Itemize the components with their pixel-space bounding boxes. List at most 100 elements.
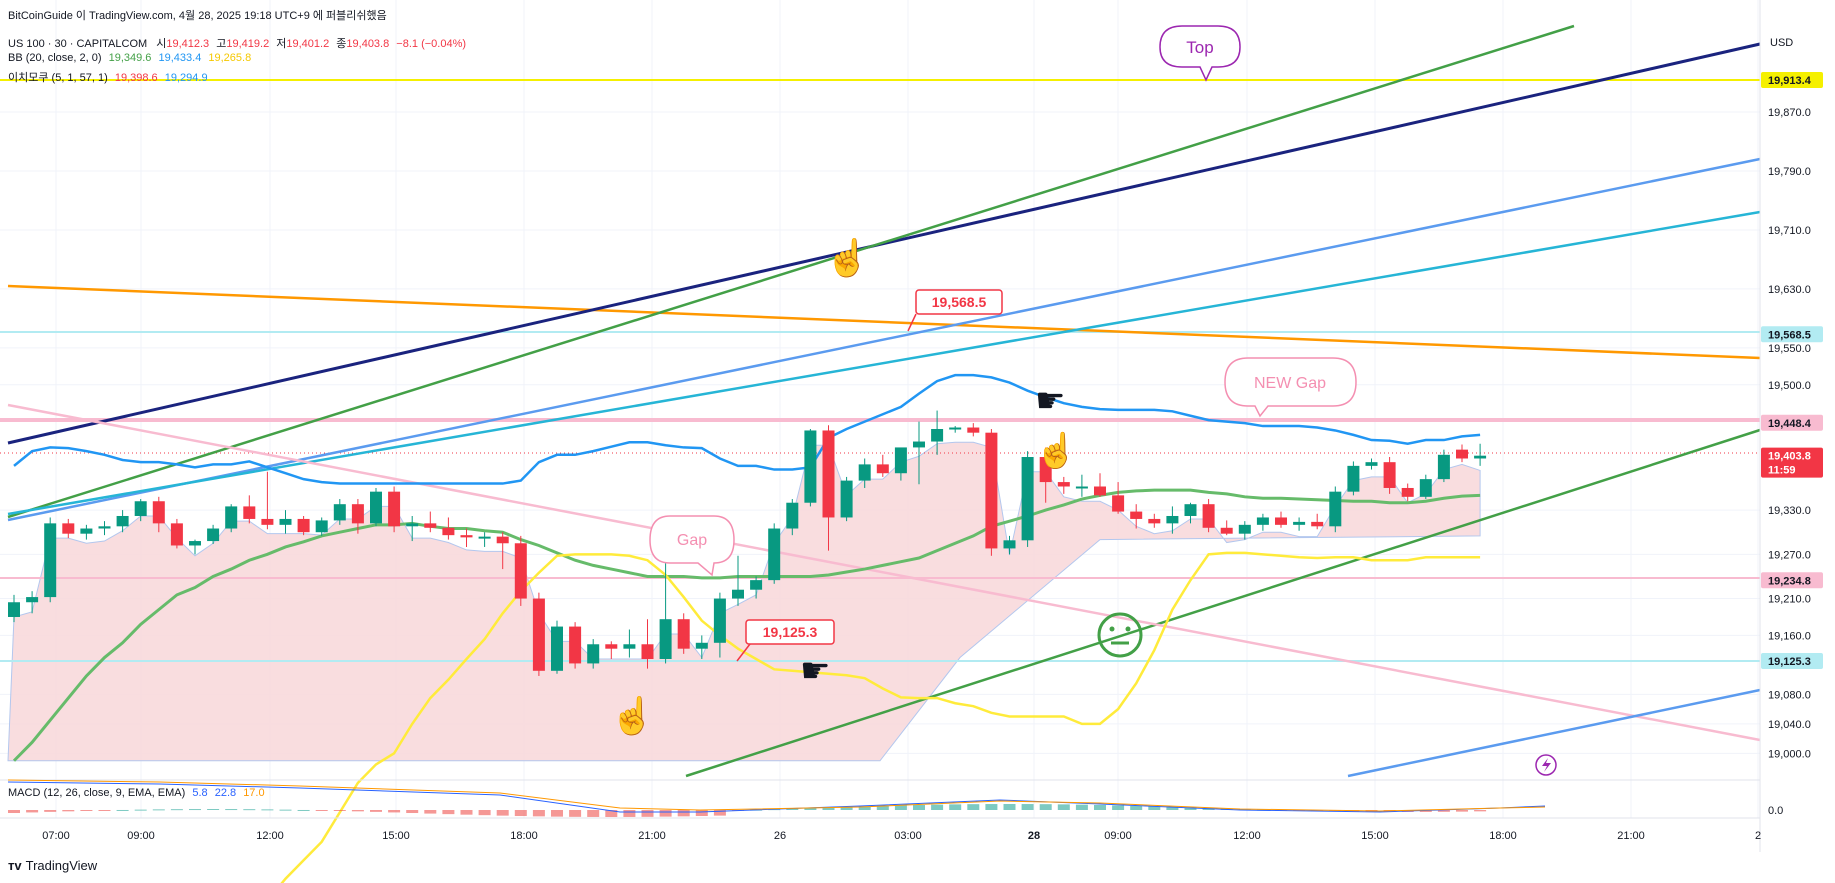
trendline-cyan[interactable] (7, 210, 1761, 516)
price-tag (1761, 414, 1823, 431)
publisher-line: BitCoinGuide 이 TradingView.com, 4월 28, 2… (8, 7, 387, 23)
time-tick-label: 21:00 (1617, 830, 1645, 842)
candle-body (1184, 504, 1197, 516)
candle-body (713, 598, 726, 643)
macd-bar (551, 810, 563, 817)
candle-body (1256, 517, 1269, 525)
price-tag (1761, 653, 1823, 669)
candle-body (370, 491, 382, 524)
ichimoku-legend[interactable]: 이치모쿠 (5, 1, 57, 1) 19,398.6 19,294.9 (8, 69, 208, 85)
trendline-green-lower[interactable] (685, 428, 1761, 778)
candle-body (1347, 465, 1360, 492)
callout-19568-text: 19,568.5 (932, 294, 987, 310)
trendline-green-upper[interactable] (7, 24, 1575, 519)
candle-body (1456, 449, 1468, 459)
symbol-name[interactable]: US 100 · 30 · CAPITALCOM (8, 38, 148, 50)
time-tick-label: 21:00 (638, 830, 666, 842)
pointing-hand-icon: ☛ (1035, 382, 1065, 420)
annotation-new-gap[interactable]: NEW Gap (1224, 357, 1357, 418)
neutral-face-icon (1097, 612, 1143, 658)
macd-bar (840, 806, 853, 810)
macd-zero-label: 0.0 (1768, 805, 1783, 817)
low-value: 19,401.2 (286, 38, 330, 50)
currency-text[interactable]: USD (1770, 37, 1794, 49)
candle-body (1365, 462, 1378, 466)
price-tag (1761, 326, 1823, 343)
publisher-text: BitCoinGuide 이 TradingView.com, 4월 28, 2… (8, 10, 387, 22)
macd-bar (496, 810, 509, 816)
trendline-pink[interactable] (7, 403, 1761, 742)
lightning-icon[interactable] (1535, 754, 1557, 776)
macd-bar (261, 809, 274, 811)
annotation-top[interactable]: Top (1159, 25, 1241, 82)
macd-bar (26, 810, 39, 813)
currency-label[interactable]: USD (1770, 37, 1793, 49)
macd-bar (677, 810, 690, 817)
candle-body (1293, 521, 1306, 525)
candle-body (1112, 495, 1125, 512)
footer-brand-text: TradingView (25, 858, 98, 873)
footer-brand[interactable]: ᴛᴠ TradingView (8, 858, 97, 873)
candle-body (786, 502, 799, 529)
bb-basis-value: 19,349.6 (108, 52, 152, 64)
macd-b-value: 22.8 (214, 787, 237, 799)
open-value: 19,412.3 (166, 38, 210, 50)
bb-lower-line (280, 551, 1481, 883)
price-tag (1761, 447, 1823, 478)
candle-body (152, 501, 165, 524)
pointing-hand-icon: ☝ (610, 694, 655, 737)
annotation-gap[interactable]: Gap (649, 515, 735, 577)
candle-body (931, 428, 944, 442)
price-tick-label: 19,040.0 (1768, 719, 1811, 731)
time-axis[interactable]: 07:00 09:00 12:00 15:00 18:00 21:00 26 03:00 28 0… (42, 830, 1761, 842)
candle-body (26, 597, 39, 603)
macd-bar (659, 810, 672, 817)
macd-legend[interactable]: MACD (12, 26, close, 9, EMA, EMA) 5.8 22… (8, 787, 265, 799)
macd-bar (623, 810, 636, 817)
candle-body (406, 523, 419, 527)
candle-body (496, 536, 509, 544)
trendline-orange[interactable] (7, 284, 1761, 360)
candle-body (913, 441, 925, 448)
candle-body (695, 642, 708, 649)
macd-bar (243, 809, 256, 811)
price-tick-label: 19,210.0 (1768, 594, 1811, 606)
candles (8, 410, 1487, 676)
macd-c-value: 17.0 (243, 787, 265, 799)
symbol-line[interactable]: US 100 · 30 · CAPITALCOM 시19,412.3 고19,4… (8, 35, 466, 51)
annotation-top-text: Top (1186, 38, 1213, 57)
candle-body (1437, 454, 1450, 480)
high-label: 고 (216, 38, 227, 50)
callout-19125[interactable]: 19,125.3 (736, 619, 835, 662)
macd-bar (804, 807, 817, 810)
macd-bar (207, 809, 220, 810)
candle-body (189, 541, 201, 546)
macd-bar (1075, 804, 1088, 810)
candle-body (822, 430, 835, 518)
time-tick-label: 18:00 (510, 830, 538, 842)
pointing-hand-icon: ☛ (800, 652, 830, 690)
candle-body (1311, 521, 1324, 527)
macd-bar (442, 810, 455, 815)
callout-19568[interactable]: 19,568.5 (907, 289, 1003, 332)
candle-body (514, 543, 527, 599)
price-axis[interactable]: 19,870.0 19,790.0 19,710.0 19,630.0 19,550.0… (1768, 107, 1811, 817)
ichimoku-label: 이치모쿠 (5, 1, 57, 1) (8, 72, 108, 84)
price-tick-label: 19,550.0 (1768, 343, 1811, 355)
trendline-lightblue-bottom[interactable] (1347, 688, 1761, 778)
candle-body (424, 523, 437, 528)
candle-body (1238, 524, 1251, 534)
candle-body (876, 464, 889, 474)
candle-body (659, 619, 672, 660)
candle-body (1202, 504, 1215, 528)
candle-body (894, 447, 907, 474)
annotation-new-gap-text: NEW Gap (1254, 375, 1326, 392)
candle-body (442, 527, 455, 536)
macd-bar (478, 810, 491, 816)
time-tick-label: 07:00 (42, 830, 70, 842)
macd-bar (532, 810, 545, 817)
macd-bar (1039, 804, 1052, 810)
macd-bar (858, 806, 871, 810)
bb-legend[interactable]: BB (20, close, 2, 0) 19,349.6 19,433.4 1… (8, 52, 251, 64)
